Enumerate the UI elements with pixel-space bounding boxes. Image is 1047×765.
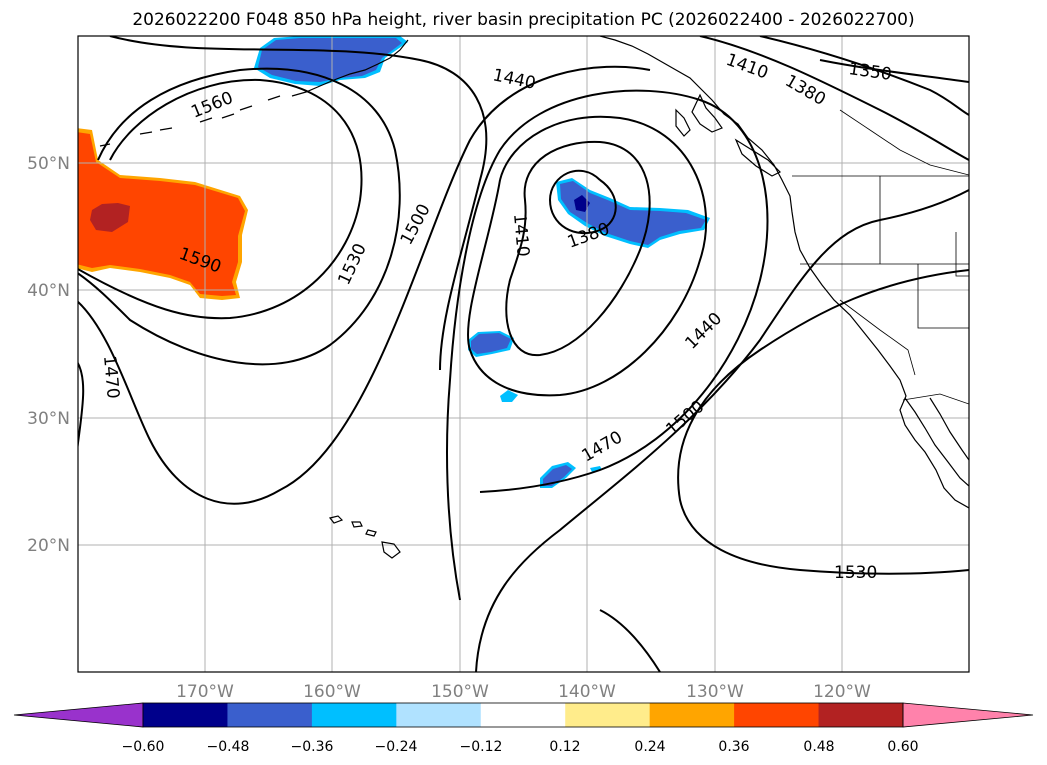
colorbar-segment: [818, 703, 904, 727]
colorbar-tick-label: 0.36: [718, 739, 749, 755]
colorbar-tick-label: −0.60: [122, 739, 165, 755]
contour-line: [78, 78, 363, 320]
lat-tick-label: 20°N: [27, 536, 70, 556]
lon-tick-label: 160°W: [303, 682, 361, 702]
colorbar-tick-label: 0.12: [549, 739, 580, 755]
lon-tick-label: 130°W: [686, 682, 744, 702]
contour-line: [78, 67, 401, 366]
colorbar-tick-label: 0.24: [634, 739, 665, 755]
lon-tick-label: 120°W: [813, 682, 871, 702]
lon-tick-label: 150°W: [431, 682, 489, 702]
us-mexico-border: [902, 393, 969, 405]
map-title: 2026022200 F048 850 hPa height, river ba…: [132, 10, 915, 30]
coastline-alaska: [291, 39, 409, 97]
contour-line: [599, 609, 661, 672]
contour-line: [475, 189, 969, 672]
strong-positive-precip-area: [90, 203, 130, 232]
contour-label: 1410: [509, 213, 533, 258]
colorbar-segment: [480, 703, 566, 727]
colorbar: −0.60 −0.48 −0.36 −0.24 −0.12 0.12 0.24 …: [13, 702, 1034, 755]
colorbar-segment: [649, 703, 735, 727]
contour-line: [78, 361, 85, 452]
height-contours: [78, 36, 969, 672]
lat-tick-label: 40°N: [27, 281, 70, 301]
coastline-bc-islands: [691, 93, 723, 133]
contour-line: [548, 169, 617, 235]
lon-tick-label: 140°W: [558, 682, 616, 702]
contour-line: [505, 140, 651, 357]
negative-precip-area: [471, 333, 511, 354]
colorbar-tick-label: −0.12: [460, 739, 503, 755]
colorbar-tick-label: 0.60: [887, 739, 918, 755]
contour-line: [819, 59, 969, 83]
colorbar-segment: [734, 703, 820, 727]
contour-line: [466, 115, 708, 397]
lat-tick-label: 50°N: [27, 154, 70, 174]
coastline-hawaii: [328, 515, 401, 559]
colorbar-extend-high: [902, 702, 1034, 728]
lon-tick-label: 170°W: [176, 682, 234, 702]
colorbar-tick-labels: −0.60 −0.48 −0.36 −0.24 −0.12 0.12 0.24 …: [122, 739, 919, 755]
colorbar-tick-label: −0.36: [291, 739, 334, 755]
positive-precip-area: [78, 132, 245, 296]
colorbar-tick-label: −0.48: [207, 739, 250, 755]
colorbar-segment: [565, 703, 651, 727]
contour-line: [699, 36, 969, 161]
contour-line: [109, 36, 488, 371]
coastline-baja: [904, 397, 969, 487]
contour-label: 1470: [99, 355, 123, 400]
lat-tick-label: 30°N: [27, 409, 70, 429]
map-panel: 1440 1410 1380 1350 1560 1590 1530 1500 …: [78, 36, 969, 672]
colorbar-tick-label: 0.48: [803, 739, 834, 755]
colorbar-segment: [396, 703, 482, 727]
coastline-gulf-of-california: [929, 397, 969, 461]
contour-line: [759, 36, 969, 116]
strong-negative-precip-area: [574, 195, 590, 212]
coastline-haida-gwaii: [675, 108, 691, 137]
colorbar-segment: [227, 703, 313, 727]
latitude-tick-labels: 50°N 40°N 30°N 20°N: [27, 154, 70, 556]
negative-precip-area: [543, 465, 572, 486]
contour-line: [677, 269, 969, 575]
state-boundary: [839, 299, 916, 376]
colorbar-segment: [311, 703, 397, 727]
province-boundary: [839, 109, 969, 176]
coastline-north-america: [599, 36, 969, 509]
negative-precip-area: [560, 181, 706, 245]
colorbar-frame: [142, 702, 904, 728]
contour-line: [78, 65, 651, 505]
colorbar-segments: [143, 703, 904, 727]
map-frame: [77, 35, 970, 673]
negative-precip-area: [500, 390, 518, 402]
colorbar-extend-low: [13, 702, 144, 728]
contour-line: [446, 89, 769, 601]
state-boundary: [955, 232, 969, 277]
gridlines: [78, 36, 969, 672]
state-boundary: [917, 264, 969, 329]
longitude-tick-labels: 170°W 160°W 150°W 140°W 130°W 120°W: [176, 682, 871, 702]
colorbar-segment: [143, 703, 228, 727]
colorbar-tick-label: −0.24: [375, 739, 418, 755]
coastlines: [99, 36, 969, 559]
contour-label: 1530: [834, 563, 877, 583]
